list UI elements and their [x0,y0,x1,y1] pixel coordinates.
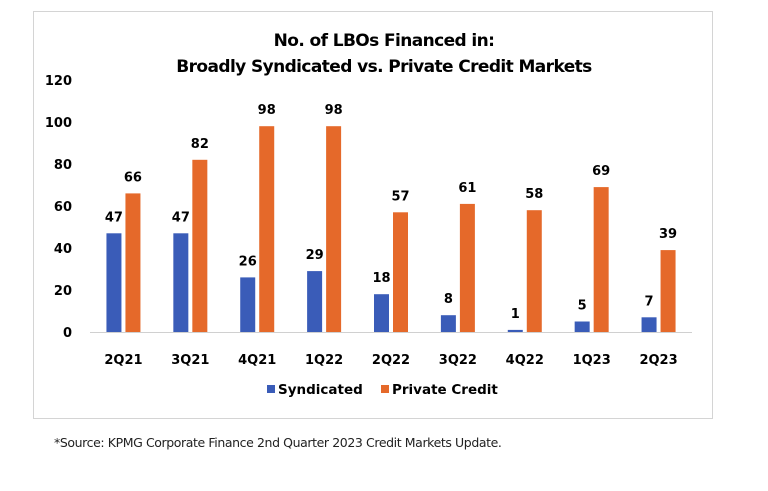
data-label: 1 [511,307,520,322]
data-label: 7 [645,294,654,309]
bar-private-credit-1q22 [326,126,342,332]
data-label: 26 [239,254,257,269]
data-label: 61 [458,181,476,196]
bar-syndicated-3q22 [440,315,456,332]
x-tick-label: 2Q21 [104,353,142,368]
source-footnote: *Source: KPMG Corporate Finance 2nd Quar… [54,435,502,450]
data-label: 66 [124,170,142,185]
data-label: 98 [258,103,276,118]
bar-syndicated-2q22 [374,294,389,332]
bar-private-credit-3q21 [192,159,208,332]
y-tick-label: 20 [54,284,72,299]
x-tick-label: 1Q22 [305,353,343,368]
legend-swatch-syndicated [267,385,275,393]
data-label: 47 [172,210,190,225]
x-axis: 2Q21 3Q21 4Q21 1Q22 2Q22 3Q22 4Q22 1Q23 2Q23 [104,353,677,368]
bar-private-credit-2q21 [125,193,141,332]
y-tick-label: 60 [54,200,72,215]
y-axis: 0 20 40 60 80 100 120 [45,74,72,341]
y-tick-label: 80 [54,158,72,173]
x-tick-label: 2Q23 [639,353,677,368]
data-label: 8 [444,292,453,307]
data-label: 5 [578,299,587,314]
bars-group: 47 66 47 82 26 98 29 98 18 57 8 61 1 58 5 69 7 39 [105,103,677,332]
legend: Syndicated Private Credit [267,382,498,398]
data-label: 18 [372,271,390,286]
legend-label: Private Credit [392,382,498,398]
bar-syndicated-4q22 [507,329,523,332]
bar-syndicated-4q21 [240,277,256,332]
y-tick-label: 120 [45,74,72,89]
legend-swatch-private-credit [381,385,389,393]
y-tick-label: 100 [45,116,72,131]
bar-private-credit-2q22 [393,212,408,332]
chart-title-line-1: No. of LBOs Financed in: [274,31,495,51]
data-label: 47 [105,210,123,225]
bar-syndicated-1q22 [307,271,323,332]
data-label: 98 [325,103,343,118]
bar-syndicated-1q23 [574,321,590,332]
x-tick-label: 4Q22 [506,353,544,368]
data-label: 57 [391,189,409,204]
x-tick-label: 4Q21 [238,353,276,368]
x-tick-label: 1Q23 [573,353,611,368]
chart-title-line-2: Broadly Syndicated vs. Private Credit Ma… [176,57,592,77]
x-tick-label: 3Q21 [171,353,209,368]
bar-private-credit-4q22 [526,210,542,332]
chart-frame [33,11,713,419]
bar-syndicated-2q21 [106,233,122,332]
bar-private-credit-3q22 [459,203,475,332]
bar-syndicated-2q23 [641,317,657,332]
data-label: 58 [525,187,543,202]
legend-label: Syndicated [278,382,363,398]
bar-private-credit-4q21 [259,126,275,332]
x-tick-label: 2Q22 [372,353,410,368]
bar-private-credit-2q23 [660,250,676,332]
data-label: 82 [191,137,209,152]
bar-private-credit-1q23 [593,187,609,332]
data-label: 69 [592,164,610,179]
x-tick-label: 3Q22 [439,353,477,368]
bar-syndicated-3q21 [173,233,189,332]
data-label: 29 [306,248,324,263]
y-tick-label: 0 [63,326,72,341]
y-tick-label: 40 [54,242,72,257]
data-label: 39 [659,227,677,242]
